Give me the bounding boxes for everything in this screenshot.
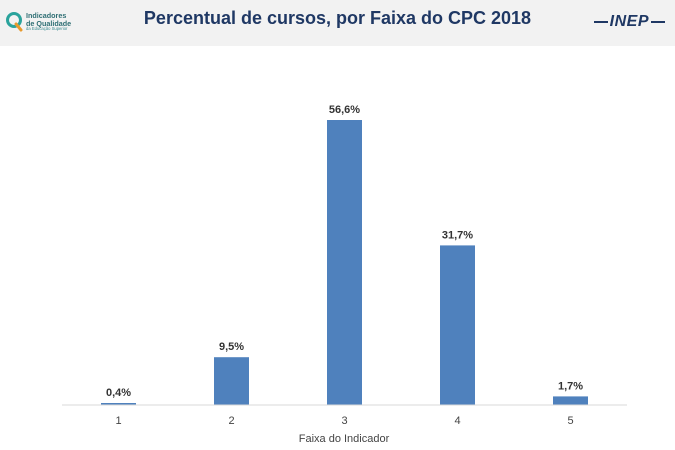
bar-5 bbox=[553, 396, 588, 405]
x-tick-label-4: 4 bbox=[454, 415, 460, 427]
ticks-layer: 1 2 3 4 5 bbox=[115, 415, 573, 427]
bars-layer: 0,4% 9,5% 56,6% 31,7% 1,7% bbox=[101, 104, 588, 405]
inep-wordmark: INEP bbox=[609, 13, 649, 30]
x-axis-title: Faixa do Indicador bbox=[299, 433, 390, 445]
logo-q-icon bbox=[6, 12, 23, 32]
data-label-2: 9,5% bbox=[219, 341, 244, 353]
indicadores-logo: Indicadores de Qualidade da Educação Sup… bbox=[6, 5, 72, 39]
logo-dash-left bbox=[593, 21, 608, 23]
data-label-4: 31,7% bbox=[442, 229, 473, 241]
bar-3 bbox=[327, 120, 362, 405]
header-bar: Indicadores de Qualidade da Educação Sup… bbox=[0, 0, 675, 46]
logo-dash-right bbox=[651, 21, 665, 23]
x-tick-label-2: 2 bbox=[228, 415, 234, 427]
data-label-3: 56,6% bbox=[329, 104, 360, 116]
logo-line-3: da Educação Superior bbox=[26, 26, 68, 32]
bar-2 bbox=[214, 357, 249, 405]
data-label-1: 0,4% bbox=[106, 387, 131, 399]
bar-1 bbox=[101, 403, 136, 405]
logo-line-2: de Qualidade bbox=[26, 18, 72, 28]
x-tick-label-1: 1 bbox=[115, 415, 121, 427]
data-label-5: 1,7% bbox=[558, 380, 583, 392]
inep-logo: INEP bbox=[592, 12, 667, 32]
logo-line-1: Indicadores bbox=[26, 11, 67, 21]
x-tick-label-5: 5 bbox=[567, 415, 573, 427]
page-title: Percentual de cursos, por Faixa do CPC 2… bbox=[143, 8, 532, 28]
bar-4 bbox=[440, 245, 475, 405]
x-tick-label-3: 3 bbox=[341, 415, 347, 427]
